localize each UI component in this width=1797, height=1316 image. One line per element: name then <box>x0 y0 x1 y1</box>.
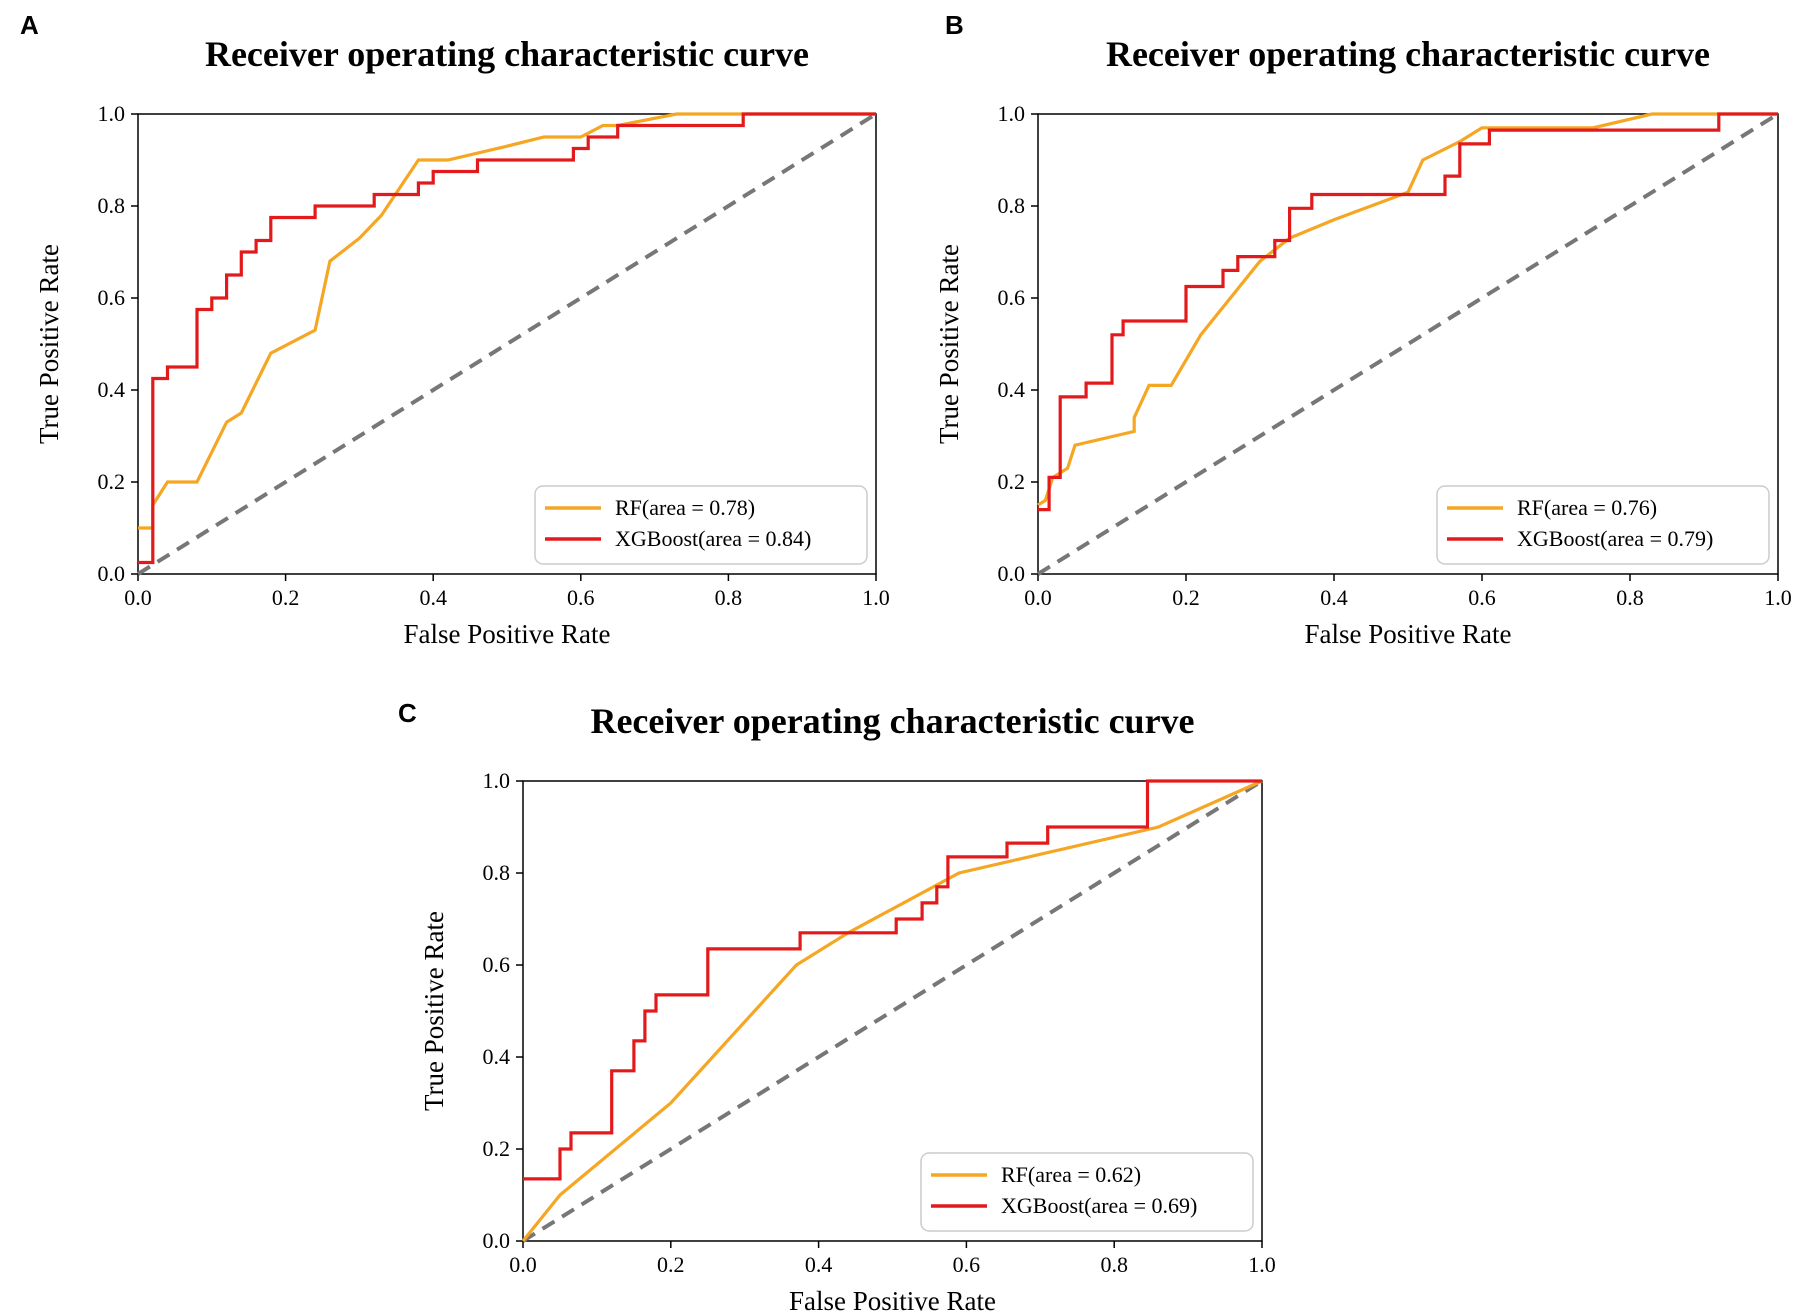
y-tick-label: 0.0 <box>98 561 126 586</box>
plot-frame <box>1037 113 1779 575</box>
roc-curve-xgboost <box>1038 112 1778 512</box>
y-tick-label: 0.4 <box>98 377 126 402</box>
x-tick-label: 0.2 <box>1172 585 1200 610</box>
y-tick-label: 0.2 <box>483 1136 511 1161</box>
legend-box <box>534 485 868 565</box>
legend: RF(area = 0.62) XGBoost(area = 0.69) <box>920 1152 1254 1232</box>
y-tick-label: 0.6 <box>998 285 1026 310</box>
legend-entry: RF(area = 0.76) <box>1517 495 1657 520</box>
legend-entry: XGBoost(area = 0.79) <box>1517 526 1713 551</box>
panel-letter: A <box>20 10 39 40</box>
legend-entry: XGBoost(area = 0.69) <box>1001 1193 1197 1218</box>
y-tick-label: 1.0 <box>483 768 511 793</box>
chance-line <box>136 112 878 576</box>
legend-box <box>1436 485 1770 565</box>
panel-letter: B <box>945 10 964 40</box>
y-axis-label: True Positive Rate <box>34 244 64 444</box>
legend: RF(area = 0.78) XGBoost(area = 0.84) <box>534 485 868 565</box>
roc-curve-rf <box>138 112 876 530</box>
y-tick-label: 0.4 <box>483 1044 511 1069</box>
chart-title: Receiver operating characteristic curve <box>205 34 809 74</box>
x-tick-label: 1.0 <box>862 585 890 610</box>
x-tick-label: 0.6 <box>953 1252 981 1277</box>
legend-entry: XGBoost(area = 0.84) <box>615 526 811 551</box>
y-tick-label: 1.0 <box>998 101 1026 126</box>
chart-title: Receiver operating characteristic curve <box>590 701 1194 741</box>
legend: RF(area = 0.76) XGBoost(area = 0.79) <box>1436 485 1770 565</box>
y-tick-label: 0.0 <box>998 561 1026 586</box>
x-tick-label: 1.0 <box>1248 1252 1276 1277</box>
y-tick-label: 0.4 <box>998 377 1026 402</box>
legend-box <box>920 1152 1254 1232</box>
x-tick-label: 0.4 <box>1320 585 1348 610</box>
x-tick-label: 0.8 <box>1616 585 1644 610</box>
x-tick-label: 0.0 <box>509 1252 537 1277</box>
x-tick-label: 0.0 <box>1024 585 1052 610</box>
roc-curve-rf <box>1037 112 1778 507</box>
x-tick-label: 0.8 <box>1100 1252 1128 1277</box>
chance-line <box>1036 112 1780 576</box>
y-tick-label: 0.2 <box>998 469 1026 494</box>
plot-frame <box>137 113 877 575</box>
panel-letter: C <box>398 698 417 728</box>
legend-entry: RF(area = 0.78) <box>615 495 755 520</box>
plot-frame <box>522 780 1263 1242</box>
y-tick-label: 0.8 <box>483 860 511 885</box>
legend-entry: RF(area = 0.62) <box>1001 1162 1141 1187</box>
y-axis-label: True Positive Rate <box>934 244 964 444</box>
x-tick-label: 0.2 <box>272 585 300 610</box>
x-tick-label: 0.4 <box>419 585 447 610</box>
y-axis-label: True Positive Rate <box>419 911 449 1111</box>
x-axis-label: False Positive Rate <box>1305 619 1512 649</box>
x-tick-label: 0.2 <box>657 1252 685 1277</box>
y-tick-label: 0.2 <box>98 469 126 494</box>
roc-curve-xgboost <box>138 112 876 565</box>
x-axis-label: False Positive Rate <box>789 1286 996 1316</box>
chance-line <box>521 779 1264 1243</box>
roc-panel-c: C Receiver operating characteristic curve… <box>398 698 1276 1316</box>
x-tick-label: 0.0 <box>124 585 152 610</box>
x-tick-label: 0.8 <box>715 585 743 610</box>
y-tick-label: 0.8 <box>98 193 126 218</box>
roc-curve-xgboost <box>523 779 1262 1181</box>
y-tick-label: 1.0 <box>98 101 126 126</box>
x-tick-label: 0.6 <box>1468 585 1496 610</box>
chart-title: Receiver operating characteristic curve <box>1106 34 1710 74</box>
y-tick-label: 0.6 <box>483 952 511 977</box>
y-tick-label: 0.8 <box>998 193 1026 218</box>
roc-curve-rf <box>521 779 1263 1243</box>
x-tick-label: 1.0 <box>1764 585 1792 610</box>
y-tick-label: 0.6 <box>98 285 126 310</box>
x-axis-label: False Positive Rate <box>404 619 611 649</box>
y-tick-label: 0.0 <box>483 1228 511 1253</box>
x-tick-label: 0.4 <box>805 1252 833 1277</box>
roc-panel-a: A Receiver operating characteristic curve… <box>20 10 890 649</box>
x-tick-label: 0.6 <box>567 585 595 610</box>
roc-panel-b: B Receiver operating characteristic curve… <box>934 10 1792 649</box>
